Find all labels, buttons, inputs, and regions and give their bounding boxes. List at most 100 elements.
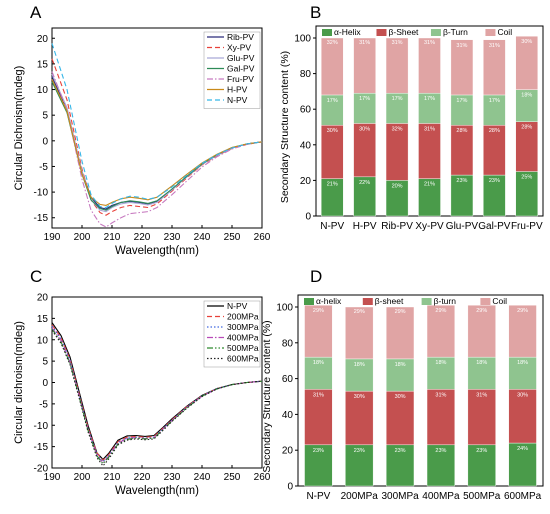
bar-segment--turn	[304, 356, 333, 390]
y-tick-label: 10	[37, 335, 49, 346]
data-label: 29%	[476, 308, 487, 314]
category-label: H-PV	[353, 221, 377, 232]
data-label: 18%	[476, 360, 487, 366]
y-tick-label: 80	[282, 338, 294, 349]
y-tick-label: -10	[34, 188, 49, 199]
y-tick-label: 0	[305, 212, 311, 223]
y-axis-label: Secondary Structure content (%)	[279, 51, 291, 203]
data-label: 29%	[517, 308, 528, 314]
data-label: 17%	[392, 96, 403, 102]
data-label: 23%	[435, 448, 446, 454]
y-tick-label: 5	[42, 111, 48, 122]
category-label: 400MPa	[422, 491, 460, 502]
data-label: 18%	[435, 360, 446, 366]
bar-segment-coil	[508, 305, 537, 358]
cd-spectra-chart-c: 190 200 210 220 230 240 250 260 -20 -15 -10 -5 0 5 10 1…	[13, 293, 271, 498]
legend-box	[203, 31, 261, 109]
data-label: 18%	[395, 362, 406, 368]
data-label: 31%	[359, 40, 370, 46]
data-label: 22%	[359, 180, 370, 186]
data-label: 23%	[476, 448, 487, 454]
data-label: 29%	[435, 308, 446, 314]
legend-swatch	[480, 298, 491, 305]
legend-label: β-sheet	[375, 296, 404, 306]
bar-segment--turn	[467, 356, 496, 390]
legend-swatch	[304, 298, 314, 305]
y-tick-label: 20	[282, 446, 294, 457]
x-tick-label: 250	[224, 232, 241, 243]
y-tick-label: 15	[37, 314, 49, 325]
data-label: 30%	[517, 392, 528, 398]
data-label: 30%	[354, 394, 365, 400]
data-label: 31%	[424, 126, 435, 132]
x-tick-label: 220	[134, 472, 151, 483]
bar-segment-coil	[450, 39, 474, 96]
category-label: Fru-PV	[511, 221, 543, 232]
bar-segment--sheet	[426, 389, 455, 446]
bar-segment--helix	[304, 444, 333, 487]
data-label: 18%	[313, 360, 324, 366]
x-axis-label: Wavelength(nm)	[115, 485, 199, 497]
y-tick-label: -5	[39, 399, 48, 410]
bar-segment--helix	[508, 442, 537, 487]
data-label: 30%	[521, 39, 532, 45]
y-tick-label: 5	[42, 357, 48, 368]
x-tick-label: 220	[134, 232, 151, 243]
data-label: 18%	[517, 360, 528, 366]
series-line-n-pv	[51, 43, 263, 209]
x-tick-label: 260	[254, 472, 271, 483]
legend-box	[203, 300, 261, 368]
y-tick-label: 60	[300, 105, 312, 116]
panel-label-d: D	[310, 267, 322, 286]
y-tick-label: -10	[34, 421, 49, 432]
legend-label: Coil	[492, 296, 507, 306]
plot-frame	[297, 294, 544, 487]
x-tick-label: 240	[194, 472, 211, 483]
x-tick-label: 250	[224, 472, 241, 483]
y-tick-label: 10	[37, 85, 49, 96]
y-tick-label: -15	[34, 442, 49, 453]
legend-label: Fru-PV	[227, 74, 254, 84]
legend-swatch	[421, 298, 432, 305]
category-label: Rib-PV	[381, 221, 413, 232]
x-tick-label: 190	[44, 232, 61, 243]
y-tick-label: 80	[300, 69, 312, 80]
y-tick-label: 20	[37, 34, 49, 45]
category-label: 200MPa	[341, 491, 379, 502]
bar-segment--turn	[508, 356, 537, 390]
bar-segment-coil	[385, 37, 409, 94]
x-tick-label: 230	[164, 232, 181, 243]
legend-label: α-Helix	[334, 27, 361, 37]
x-tick-label: 240	[194, 232, 211, 243]
legend-swatch	[485, 29, 496, 36]
legend-label: 200MPa	[227, 312, 259, 322]
bar-segment--turn	[345, 358, 374, 392]
bar-segment--turn	[386, 358, 415, 392]
data-label: 23%	[354, 448, 365, 454]
plot-frame	[51, 27, 263, 229]
data-label: 31%	[435, 392, 446, 398]
category-label: 300MPa	[381, 491, 419, 502]
data-label: 17%	[327, 98, 338, 104]
y-tick-label: 0	[42, 136, 48, 147]
y-tick-label: 40	[300, 140, 312, 151]
data-label: 24%	[517, 446, 528, 452]
data-label: 17%	[359, 96, 370, 102]
data-label: 28%	[521, 125, 532, 131]
data-label: 32%	[327, 40, 338, 46]
x-tick-label: 260	[254, 232, 271, 243]
data-label: 23%	[313, 448, 324, 454]
x-tick-label: 190	[44, 472, 61, 483]
bar-segment--turn	[426, 356, 455, 390]
cd-spectra-chart-a: 190 200 210 220 230 240 250 260 -15 -10 -5 0 5 10 15 20…	[13, 27, 271, 257]
data-label: 17%	[424, 96, 435, 102]
legend-label: β-turn	[434, 296, 457, 306]
x-tick-label: 200	[74, 232, 91, 243]
bar-segment--sheet	[386, 390, 415, 446]
legend-label: Gal-PV	[227, 64, 255, 74]
data-label: 17%	[489, 98, 500, 104]
data-label: 30%	[359, 126, 370, 132]
bar-segment-coil	[386, 306, 415, 360]
